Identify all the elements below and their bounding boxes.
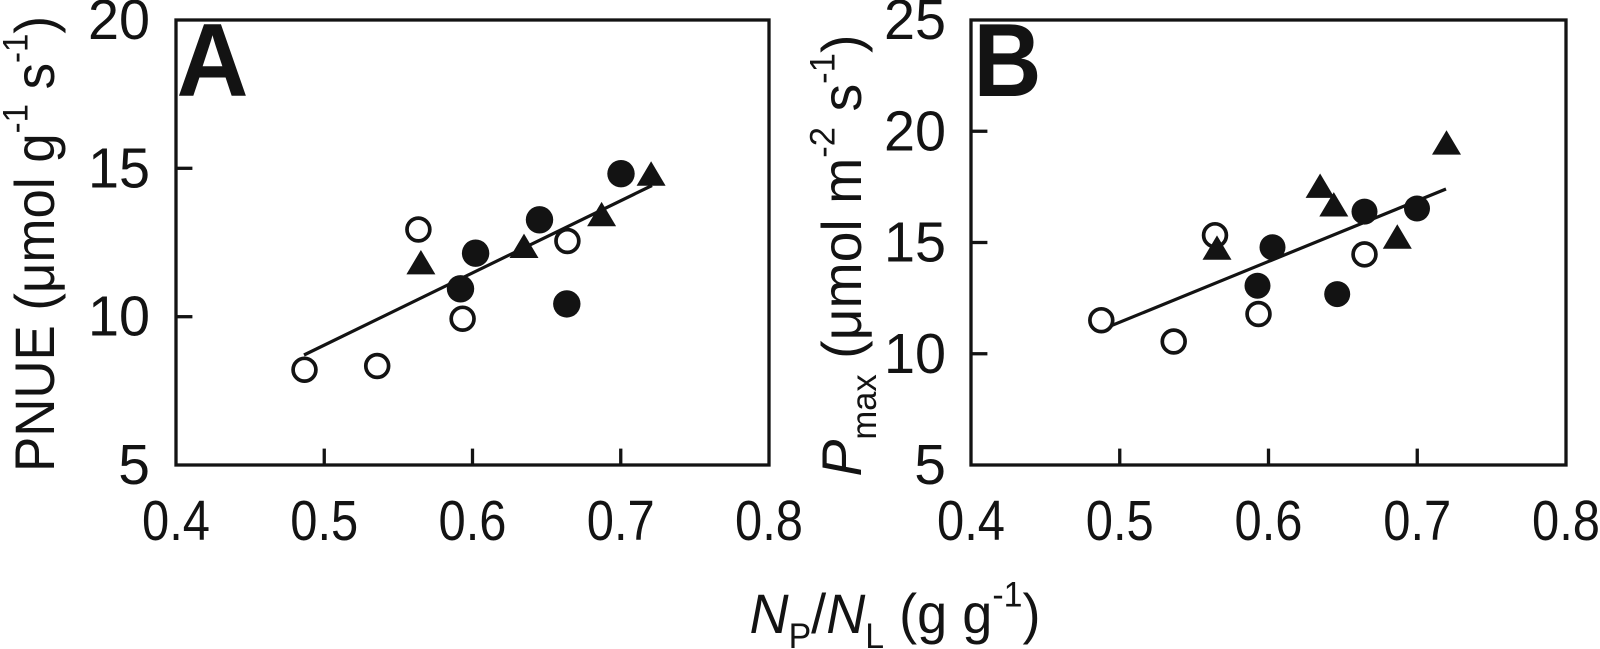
svg-text:10: 10 xyxy=(88,285,150,349)
svg-text:Pmax (μmol m-2 s-1): Pmax (μmol m-2 s-1) xyxy=(804,35,885,477)
svg-text:5: 5 xyxy=(914,433,946,497)
svg-text:PNUE (μmol g-1 s-1): PNUE (μmol g-1 s-1) xyxy=(0,16,66,472)
svg-text:0.7: 0.7 xyxy=(587,489,655,553)
svg-text:15: 15 xyxy=(884,211,946,275)
svg-text:0.4: 0.4 xyxy=(142,489,210,553)
svg-text:0.4: 0.4 xyxy=(937,489,1005,553)
svg-text:10: 10 xyxy=(884,322,946,386)
svg-text:0.8: 0.8 xyxy=(735,489,803,553)
svg-text:NP/NL (g g-1): NP/NL (g g-1) xyxy=(750,576,1041,649)
svg-text:20: 20 xyxy=(88,0,150,52)
svg-text:0.5: 0.5 xyxy=(290,489,358,553)
svg-text:0.5: 0.5 xyxy=(1086,489,1154,553)
svg-text:0.6: 0.6 xyxy=(1235,489,1303,553)
svg-text:B: B xyxy=(974,3,1042,119)
svg-text:0.6: 0.6 xyxy=(439,489,507,553)
svg-text:5: 5 xyxy=(118,433,150,497)
svg-text:15: 15 xyxy=(88,136,150,200)
svg-text:25: 25 xyxy=(884,0,946,52)
svg-text:0.8: 0.8 xyxy=(1532,489,1600,553)
svg-text:A: A xyxy=(177,3,249,119)
svg-text:0.7: 0.7 xyxy=(1383,489,1451,553)
svg-text:20: 20 xyxy=(884,99,946,163)
